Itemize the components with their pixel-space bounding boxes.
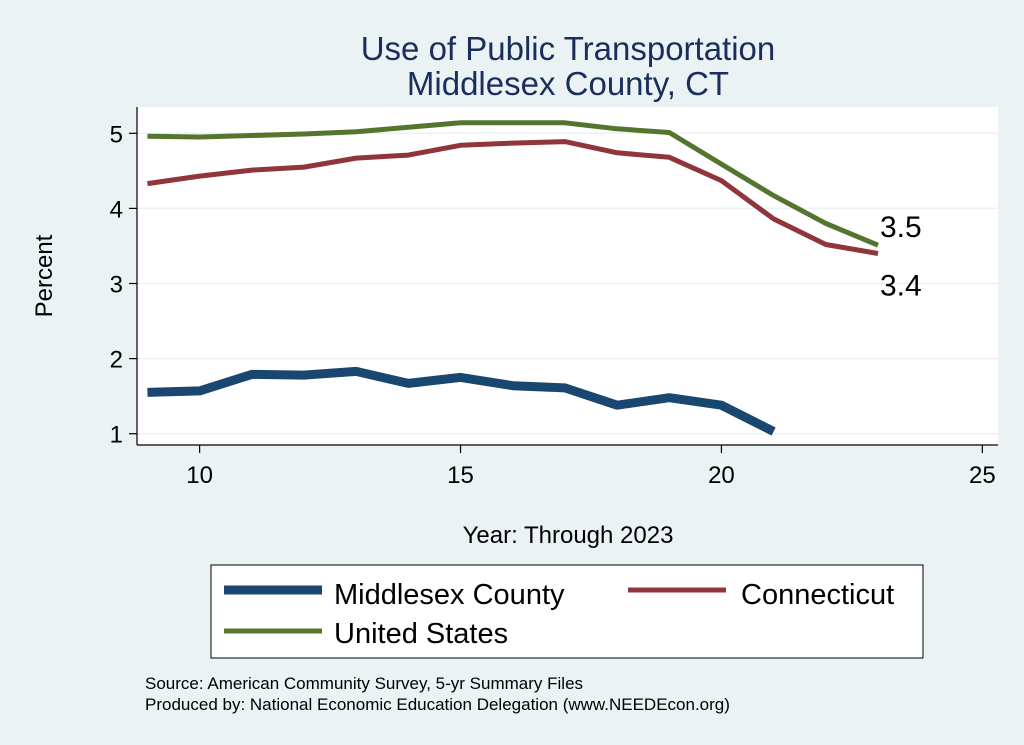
chart-title-line-2: Middlesex County, CT bbox=[407, 65, 729, 102]
series-line-united-states bbox=[147, 120, 879, 248]
x-tick-label-25: 25 bbox=[969, 462, 996, 489]
y-axis-title: Percent bbox=[31, 234, 58, 317]
series-line-connecticut bbox=[147, 139, 879, 256]
series-lines bbox=[147, 120, 879, 436]
legend-label-middlesex: Middlesex County bbox=[334, 579, 565, 611]
y-tick-label-2: 2 bbox=[110, 347, 123, 374]
end-labels: 3.5 3.4 bbox=[880, 211, 922, 302]
plot-area bbox=[137, 107, 998, 445]
legend-label-connecticut: Connecticut bbox=[741, 579, 894, 611]
y-tick-label-1: 1 bbox=[110, 422, 123, 449]
series-line-middlesex-county bbox=[147, 366, 776, 436]
axes: 1 2 3 4 5 10 15 20 25 bbox=[110, 107, 998, 489]
x-tick-label-10: 10 bbox=[186, 462, 213, 489]
chart-title-line-1: Use of Public Transportation bbox=[361, 30, 776, 67]
x-tick-label-15: 15 bbox=[447, 462, 474, 489]
source-note: Source: American Community Survey, 5-yr … bbox=[145, 674, 583, 693]
legend-label-united-states: United States bbox=[334, 618, 508, 650]
produced-by-note: Produced by: National Economic Education… bbox=[145, 695, 730, 714]
end-label-united-states: 3.5 bbox=[880, 211, 922, 244]
y-tick-label-5: 5 bbox=[110, 121, 123, 148]
end-label-connecticut: 3.4 bbox=[880, 269, 922, 302]
x-tick-label-20: 20 bbox=[708, 462, 735, 489]
legend: Middlesex County Connecticut United Stat… bbox=[210, 564, 924, 659]
x-axis-title: Year: Through 2023 bbox=[463, 522, 674, 549]
y-tick-label-4: 4 bbox=[110, 196, 123, 223]
y-tick-label-3: 3 bbox=[110, 272, 123, 299]
legend-box bbox=[210, 564, 924, 659]
